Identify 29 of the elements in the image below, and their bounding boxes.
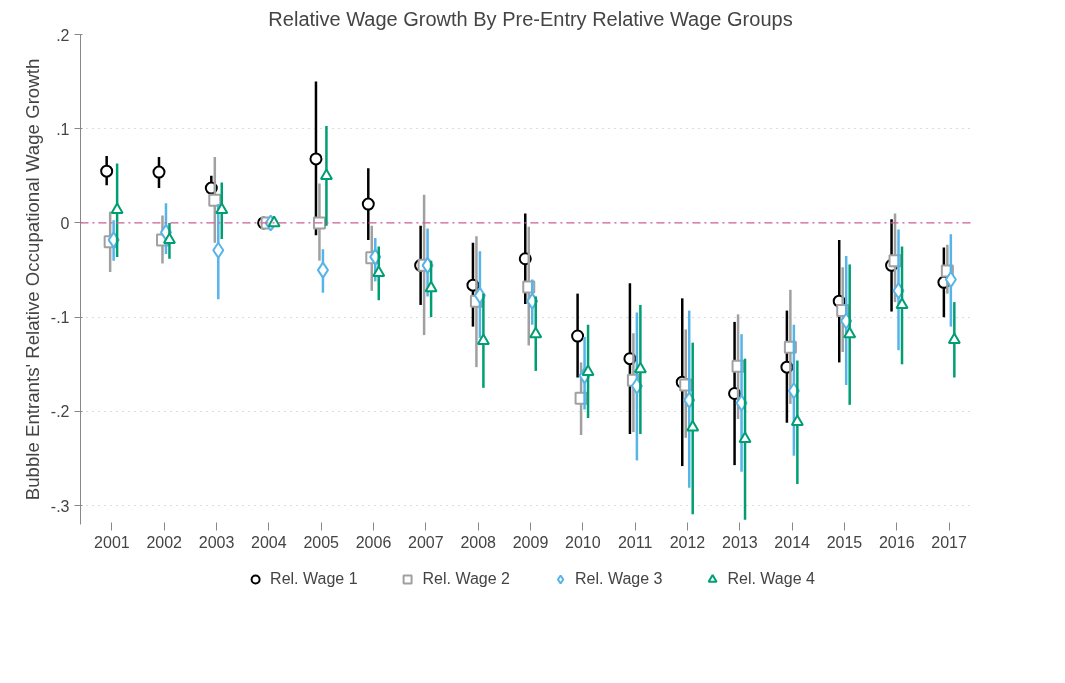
legend-label: Rel. Wage 3 [575,570,663,588]
x-tick-label: 2002 [146,533,183,551]
legend-label: Rel. Wage 2 [422,570,510,588]
x-tick-label: 2014 [774,533,811,551]
y-tick-label: -.3 [50,497,70,515]
x-tick-label: 2015 [826,533,863,551]
y-tick-label: -.1 [50,309,70,327]
legend-label: Rel. Wage 1 [270,570,358,588]
x-tick-label: 2006 [355,533,392,551]
y-tick-label: -.2 [50,403,70,421]
x-tick-label: 2004 [251,533,287,551]
x-tick-label: 2003 [198,533,235,551]
legend-label: Rel. Wage 4 [727,570,815,588]
x-tick-label: 2010 [565,533,601,551]
x-tick-label: 2017 [931,533,967,551]
x-tick-label: 2007 [408,533,444,551]
x-tick-label: 2005 [303,533,340,551]
x-tick-label: 2013 [722,533,758,551]
x-tick-label: 2011 [617,533,653,551]
y-tick-label: .2 [56,26,70,44]
x-tick-label: 2016 [878,533,915,551]
x-tick-label: 2008 [460,533,497,551]
x-tick-label: 2009 [512,533,549,551]
y-tick-label: 0 [60,214,70,232]
x-tick-label: 2012 [669,533,706,551]
y-axis-title: Bubble Entrants' Relative Occupational Wage Growth [21,58,43,501]
y-tick-label: .1 [56,120,70,138]
chart-title: Relative Wage Growth By Pre-Entry Relative Wage Groups [268,7,793,30]
x-tick-label: 2001 [94,533,130,551]
